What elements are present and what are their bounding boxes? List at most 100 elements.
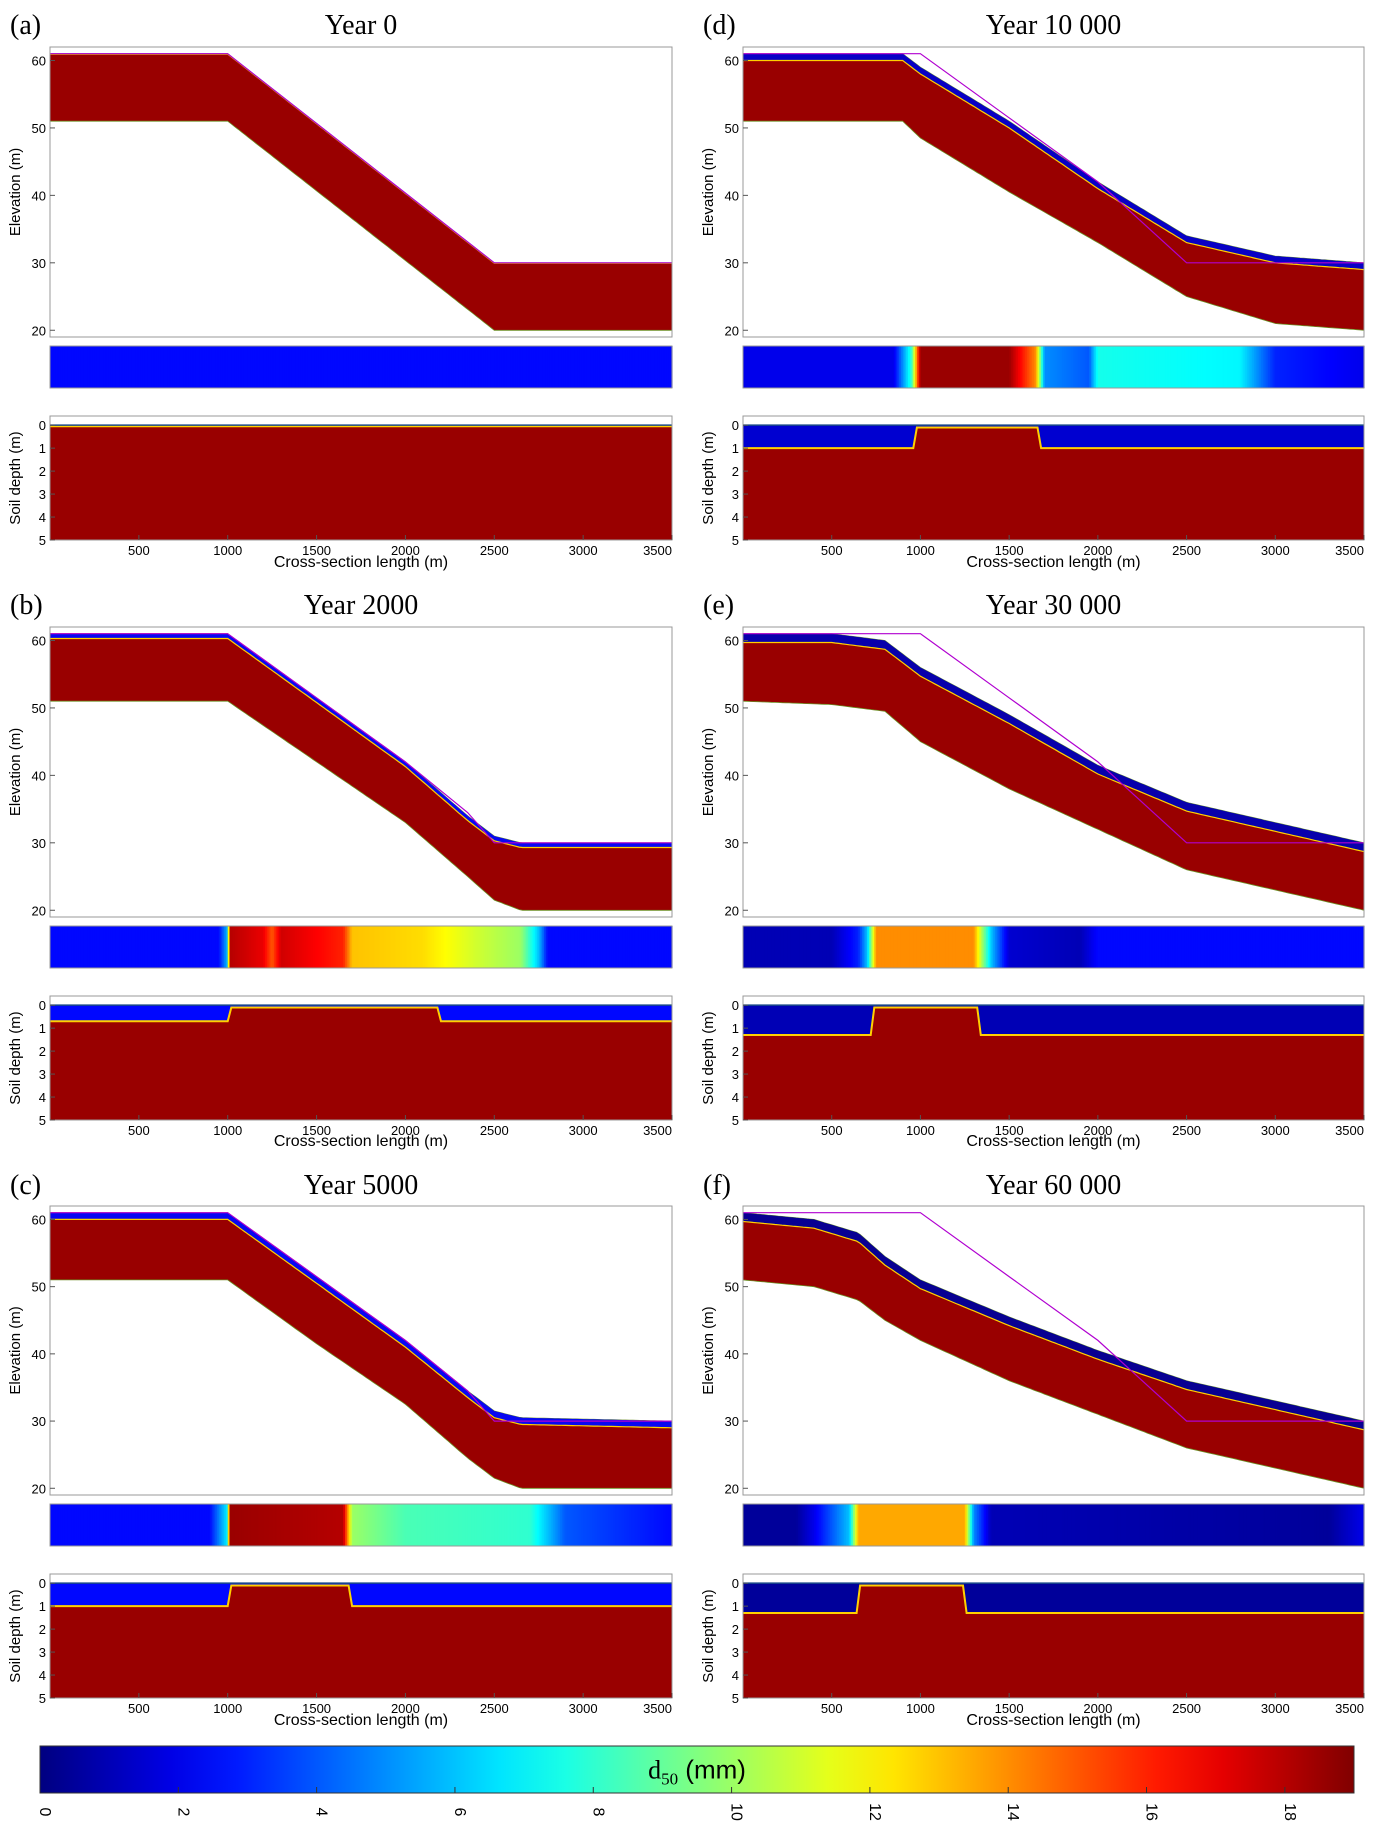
strip-cell xyxy=(489,926,492,968)
strip-cell xyxy=(645,1504,648,1546)
strip-cell xyxy=(920,346,923,388)
strip-cell xyxy=(286,1504,289,1546)
strip-cell xyxy=(1151,1504,1154,1546)
strip-cell xyxy=(1080,926,1083,968)
elevation-axis-label: Elevation (m) xyxy=(700,728,717,816)
strip-cell xyxy=(1078,346,1081,388)
strip-cell xyxy=(218,346,222,388)
strip-cell xyxy=(480,1504,483,1546)
strip-cell xyxy=(590,1504,593,1546)
strip-cell xyxy=(325,346,328,388)
strip-cell xyxy=(160,346,163,388)
strip-cell xyxy=(1062,926,1065,968)
strip-cell xyxy=(1296,1504,1299,1546)
strip-cell xyxy=(1257,926,1260,968)
strip-cell xyxy=(90,346,94,388)
strip-cell xyxy=(1092,346,1095,388)
strip-cell xyxy=(616,346,620,388)
strip-cell xyxy=(389,926,392,968)
strip-cell xyxy=(1206,1504,1209,1546)
strip-cell xyxy=(925,1504,929,1546)
strip-cell xyxy=(831,926,835,968)
strip-cell xyxy=(853,926,856,968)
strip-cell xyxy=(876,1504,879,1546)
strip-cell xyxy=(302,346,305,388)
strip-cell xyxy=(1356,926,1360,968)
strip-cell xyxy=(520,926,524,968)
depth-tick-label: 3 xyxy=(732,487,739,502)
strip-cell xyxy=(810,346,813,388)
strip-cell xyxy=(121,1504,124,1546)
strip-cell xyxy=(620,346,623,388)
strip-cell xyxy=(524,1504,527,1546)
depth-axis-label: Soil depth (m) xyxy=(7,1589,24,1682)
elevation-frame xyxy=(49,1205,673,1496)
strip-cell xyxy=(137,1504,140,1546)
strip-cell xyxy=(1042,1504,1046,1546)
strip-cell xyxy=(181,926,184,968)
strip-cell xyxy=(311,346,314,388)
strip-cell xyxy=(185,926,188,968)
strip-cell xyxy=(1140,1504,1143,1546)
strip-cell xyxy=(396,346,399,388)
strip-cell xyxy=(1314,1504,1317,1546)
strip-cell xyxy=(361,346,364,388)
strip-cell xyxy=(588,1504,591,1546)
strip-cell xyxy=(1085,1504,1088,1546)
strip-cell xyxy=(744,926,748,968)
strip-cell xyxy=(950,1504,953,1546)
strip-cell xyxy=(957,926,961,968)
strip-cell xyxy=(1296,346,1299,388)
strip-cell xyxy=(842,1504,845,1546)
strip-cell xyxy=(810,1504,813,1546)
strip-cell xyxy=(261,346,264,388)
strip-cell xyxy=(138,926,142,968)
strip-frame xyxy=(742,925,1365,969)
strip-cell xyxy=(490,926,494,968)
strip-cell xyxy=(50,1504,53,1546)
strip-cell xyxy=(284,1504,287,1546)
strip-cell xyxy=(1303,1504,1307,1546)
strip-cell xyxy=(1199,346,1202,388)
strip-cell xyxy=(1174,346,1177,388)
strip-cell xyxy=(961,1504,964,1546)
strip-cell xyxy=(938,1504,941,1546)
strip-cell xyxy=(941,1504,945,1546)
strip-cell xyxy=(222,1504,225,1546)
strip-cell xyxy=(522,1504,526,1546)
strip-cell xyxy=(138,1504,142,1546)
strip-cell xyxy=(98,926,101,968)
strip-cell xyxy=(872,346,875,388)
strip-cell xyxy=(579,1504,582,1546)
strip-cell xyxy=(252,346,255,388)
strip-cell xyxy=(76,926,80,968)
strip-cell xyxy=(291,346,295,388)
strip-cell xyxy=(1337,1504,1340,1546)
strip-cell xyxy=(1058,926,1062,968)
panel-label: (e) xyxy=(703,590,734,621)
strip-cell xyxy=(977,346,980,388)
strip-cell xyxy=(664,926,668,968)
strip-cell xyxy=(1067,346,1071,388)
strip-cell xyxy=(982,926,985,968)
soil-body xyxy=(49,1212,673,1489)
strip-cell xyxy=(815,1504,819,1546)
x-tick-label: 1500 xyxy=(302,1123,331,1138)
strip-cell xyxy=(986,926,989,968)
strip-cell xyxy=(842,926,845,968)
strip-cell xyxy=(455,1504,458,1546)
strip-cell xyxy=(1021,926,1024,968)
strip-cell xyxy=(643,1504,646,1546)
strip-cell xyxy=(298,346,302,388)
strip-cell xyxy=(647,346,650,388)
strip-cell xyxy=(53,346,56,388)
strip-cell xyxy=(774,346,778,388)
strip-cell xyxy=(1028,346,1032,388)
strip-cell xyxy=(114,346,117,388)
strip-cell xyxy=(506,926,510,968)
strip-cell xyxy=(1151,926,1154,968)
strip-cell xyxy=(130,926,133,968)
